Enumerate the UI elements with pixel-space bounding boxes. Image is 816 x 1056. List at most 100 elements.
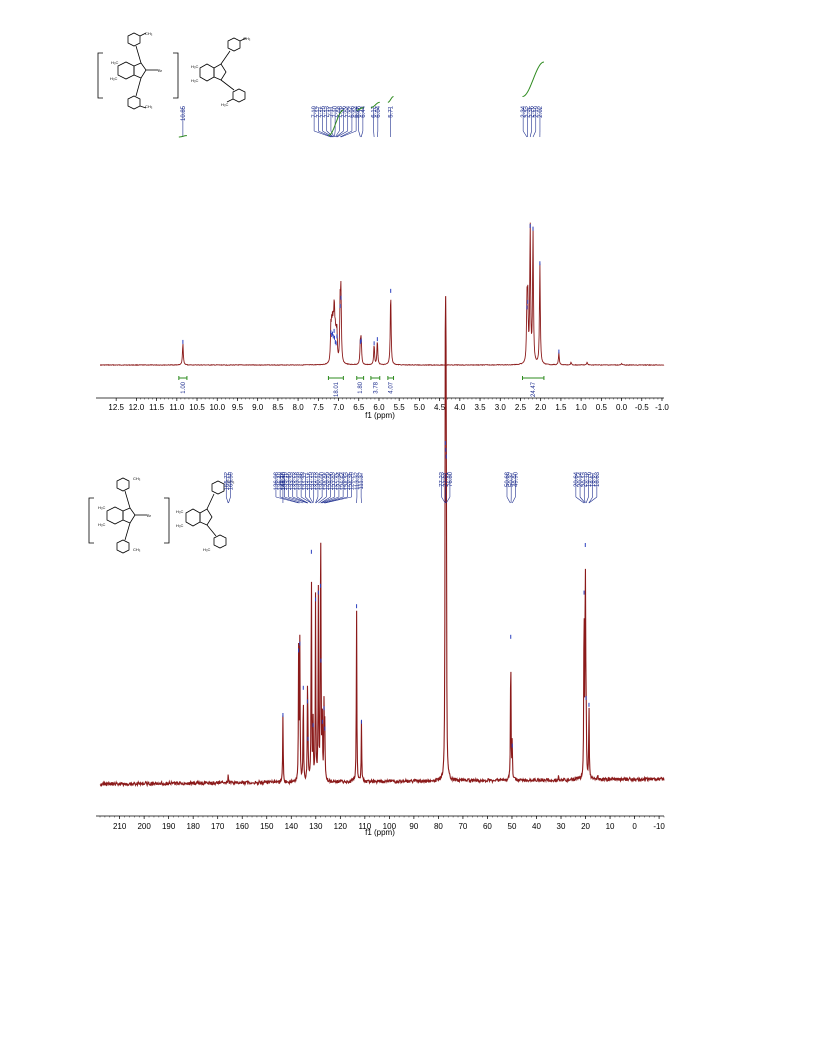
svg-text:CH₃: CH₃ [133, 476, 141, 481]
svg-text:CH₃: CH₃ [227, 479, 235, 484]
peak-label-connector [358, 130, 361, 138]
x-tick-label: 3.5 [474, 403, 486, 412]
peak-label-connector [225, 496, 229, 504]
x-tick-label: 7.0 [333, 403, 345, 412]
peak-label-connector [441, 496, 446, 504]
peak-label-connector [305, 496, 312, 504]
x-tick-label: 200 [137, 822, 151, 831]
peak-label: 2.26 [530, 105, 536, 117]
x-tick-label: 10 [606, 822, 615, 831]
peak-label-connector [324, 496, 352, 504]
h1-nmr-chart: 12.5 12.0 11.5 11.0 10.5 10.0 9.5 9.0 8.5 8.0 7.5 7… [96, 61, 669, 412]
peak-label: 127.34 [337, 471, 343, 490]
svg-text:H₃C: H₃C [176, 523, 184, 528]
x-tick-label: 80 [434, 822, 443, 831]
peak-label: 113.37 [355, 471, 361, 490]
peak-label: 165.72 [224, 471, 230, 490]
peak-label: 5.71 [389, 105, 395, 117]
peak-label-connector [323, 496, 344, 504]
x-tick-label: 4.0 [454, 403, 466, 412]
integral-curve [328, 109, 344, 137]
integral-value: 18.01 [334, 381, 340, 397]
x-tick-label: 12.0 [129, 403, 145, 412]
peak-label: 6.44 [361, 105, 367, 117]
peak-label: 20.64 [574, 471, 580, 487]
svg-text:H₃C: H₃C [110, 76, 118, 81]
peak-label: 20.14 [578, 471, 584, 487]
svg-text:H₃C: H₃C [203, 547, 211, 552]
peak-label-connector [340, 130, 353, 138]
x-tick-label: 0.0 [616, 403, 628, 412]
peak-label-connector [300, 496, 312, 504]
x-tick-label: -0.5 [635, 403, 649, 412]
peak-label: 128.06 [329, 471, 335, 490]
x-tick-label: 6.5 [353, 403, 365, 412]
x-tick-label: 0.5 [596, 403, 608, 412]
molecule-labels-1h: H₃C H₃C CH₃ CH₃ Br H₃C H₃C CH₃ H₃C [110, 31, 251, 109]
peak-label-connector [284, 496, 304, 504]
x-tick-label: 12.5 [108, 403, 124, 412]
svg-text:Br: Br [158, 68, 163, 73]
peak-label-connector [532, 130, 537, 138]
integral-value: 3.78 [373, 381, 379, 393]
peak-label: 136.49 [278, 471, 284, 490]
peak-label-connector [318, 496, 327, 504]
svg-text:H₃C: H₃C [98, 505, 106, 510]
peak-label: 133.45 [287, 471, 293, 490]
peak-label-connector [312, 496, 315, 504]
peak-label-connector [320, 496, 331, 504]
peak-label-connector [579, 496, 586, 504]
svg-text:H₃C: H₃C [176, 509, 184, 514]
x-tick-label: 10.0 [209, 403, 225, 412]
peak-label: 131.86 [299, 471, 305, 490]
peak-label-connector [585, 496, 589, 504]
peak-label: 6.96 [350, 105, 356, 117]
peak-label-connector [288, 496, 308, 504]
integral-curve [522, 61, 545, 98]
x-tick-label: 3.0 [495, 403, 507, 412]
x-tick-label: 150 [260, 822, 274, 831]
peak-label-connector [320, 496, 335, 504]
peak-label: 50.37 [509, 471, 515, 487]
peak-label: 131.15 [308, 471, 314, 490]
x-tick-label: 8.0 [293, 403, 305, 412]
x-tick-label: 11.0 [169, 403, 185, 412]
peak-label: 18.63 [595, 471, 601, 487]
peak-label: 6.12 [372, 105, 378, 117]
integral-curve [356, 107, 364, 111]
peak-label: 131.77 [303, 471, 309, 490]
peak-label: 130.00 [320, 471, 326, 490]
svg-text:H₃C: H₃C [191, 78, 199, 83]
peak-label-connector [330, 130, 335, 138]
x-tick-label: 8.5 [272, 403, 284, 412]
peak-label: 2.34 [521, 105, 527, 117]
x-tick-label: 160 [236, 822, 250, 831]
peak-label: 77.23 [440, 471, 446, 487]
peak-label: 20.13 [582, 471, 588, 487]
peak-label-connector [228, 496, 231, 504]
integral-curve [178, 135, 187, 138]
peak-label-connector [336, 130, 348, 138]
peak-label: 7.04 [346, 105, 352, 117]
x-tick-label: 10.5 [189, 403, 205, 412]
peak-label: 19.76 [586, 471, 592, 487]
x-tick-label: 11.5 [149, 403, 165, 412]
peak-label-connector [340, 130, 357, 138]
integral-curve [370, 101, 380, 109]
peak-label-connector [583, 496, 586, 504]
peak-label-connector [335, 130, 344, 138]
x-tick-label: 1.5 [555, 403, 567, 412]
peak-label: 6.04 [376, 105, 382, 117]
peak-label: 2.02 [538, 105, 544, 117]
peak-label-connector [335, 130, 340, 138]
x-tick-label: 170 [211, 822, 225, 831]
peak-label-connector [326, 130, 334, 138]
peak-label: 2.32 [525, 105, 531, 117]
peak-label-connector [511, 496, 516, 504]
peak-label: 76.80 [448, 471, 454, 487]
peak-label: 7.13 [325, 105, 331, 117]
x-tick-label: 140 [285, 822, 299, 831]
spectrum-trace [99, 222, 665, 367]
integral-value: 4.07 [389, 381, 395, 393]
